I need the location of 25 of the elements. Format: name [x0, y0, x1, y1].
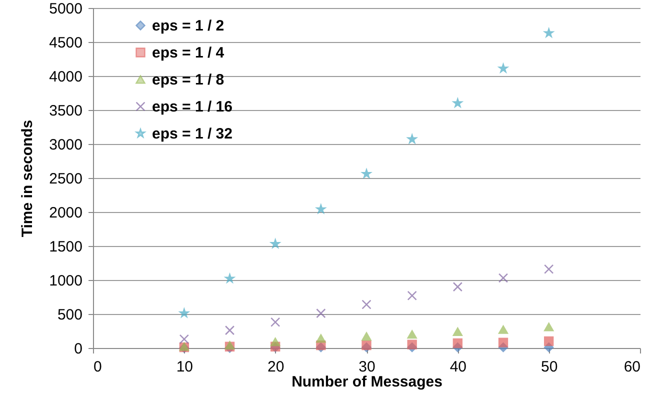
y-tick-label: 3000	[49, 136, 82, 154]
x-axis-title: Number of Messages	[292, 374, 442, 390]
y-tick-label: 500	[57, 306, 82, 324]
x-tick-label: 40	[450, 358, 467, 376]
legend-label: eps = 1 / 16	[152, 98, 232, 116]
x-tick-label: 0	[94, 358, 102, 376]
y-tick-label: 2000	[49, 204, 82, 222]
y-tick-label: 4500	[49, 34, 82, 52]
legend-label: eps = 1 / 4	[152, 44, 225, 62]
y-tick-label: 4000	[49, 68, 82, 86]
x-tick-label: 50	[540, 358, 558, 376]
legend-label: eps = 1 / 2	[152, 18, 224, 34]
y-tick-label: 5000	[49, 0, 82, 18]
y-tick-label: 3500	[49, 102, 82, 120]
y-tick-label: 2500	[49, 170, 82, 188]
x-tick-label: 20	[267, 358, 284, 376]
legend-label: eps = 1 / 32	[152, 126, 232, 142]
y-tick-label: 1500	[49, 238, 82, 256]
x-tick-label: 10	[176, 358, 194, 376]
x-tick-label: 30	[358, 358, 376, 376]
y-tick-label: 1000	[49, 272, 82, 290]
legend-label: eps = 1 / 8	[152, 72, 224, 88]
y-tick-label: 0	[74, 340, 82, 358]
y-axis-title: Time in seconds	[19, 120, 36, 238]
x-tick-label: 60	[624, 358, 640, 376]
